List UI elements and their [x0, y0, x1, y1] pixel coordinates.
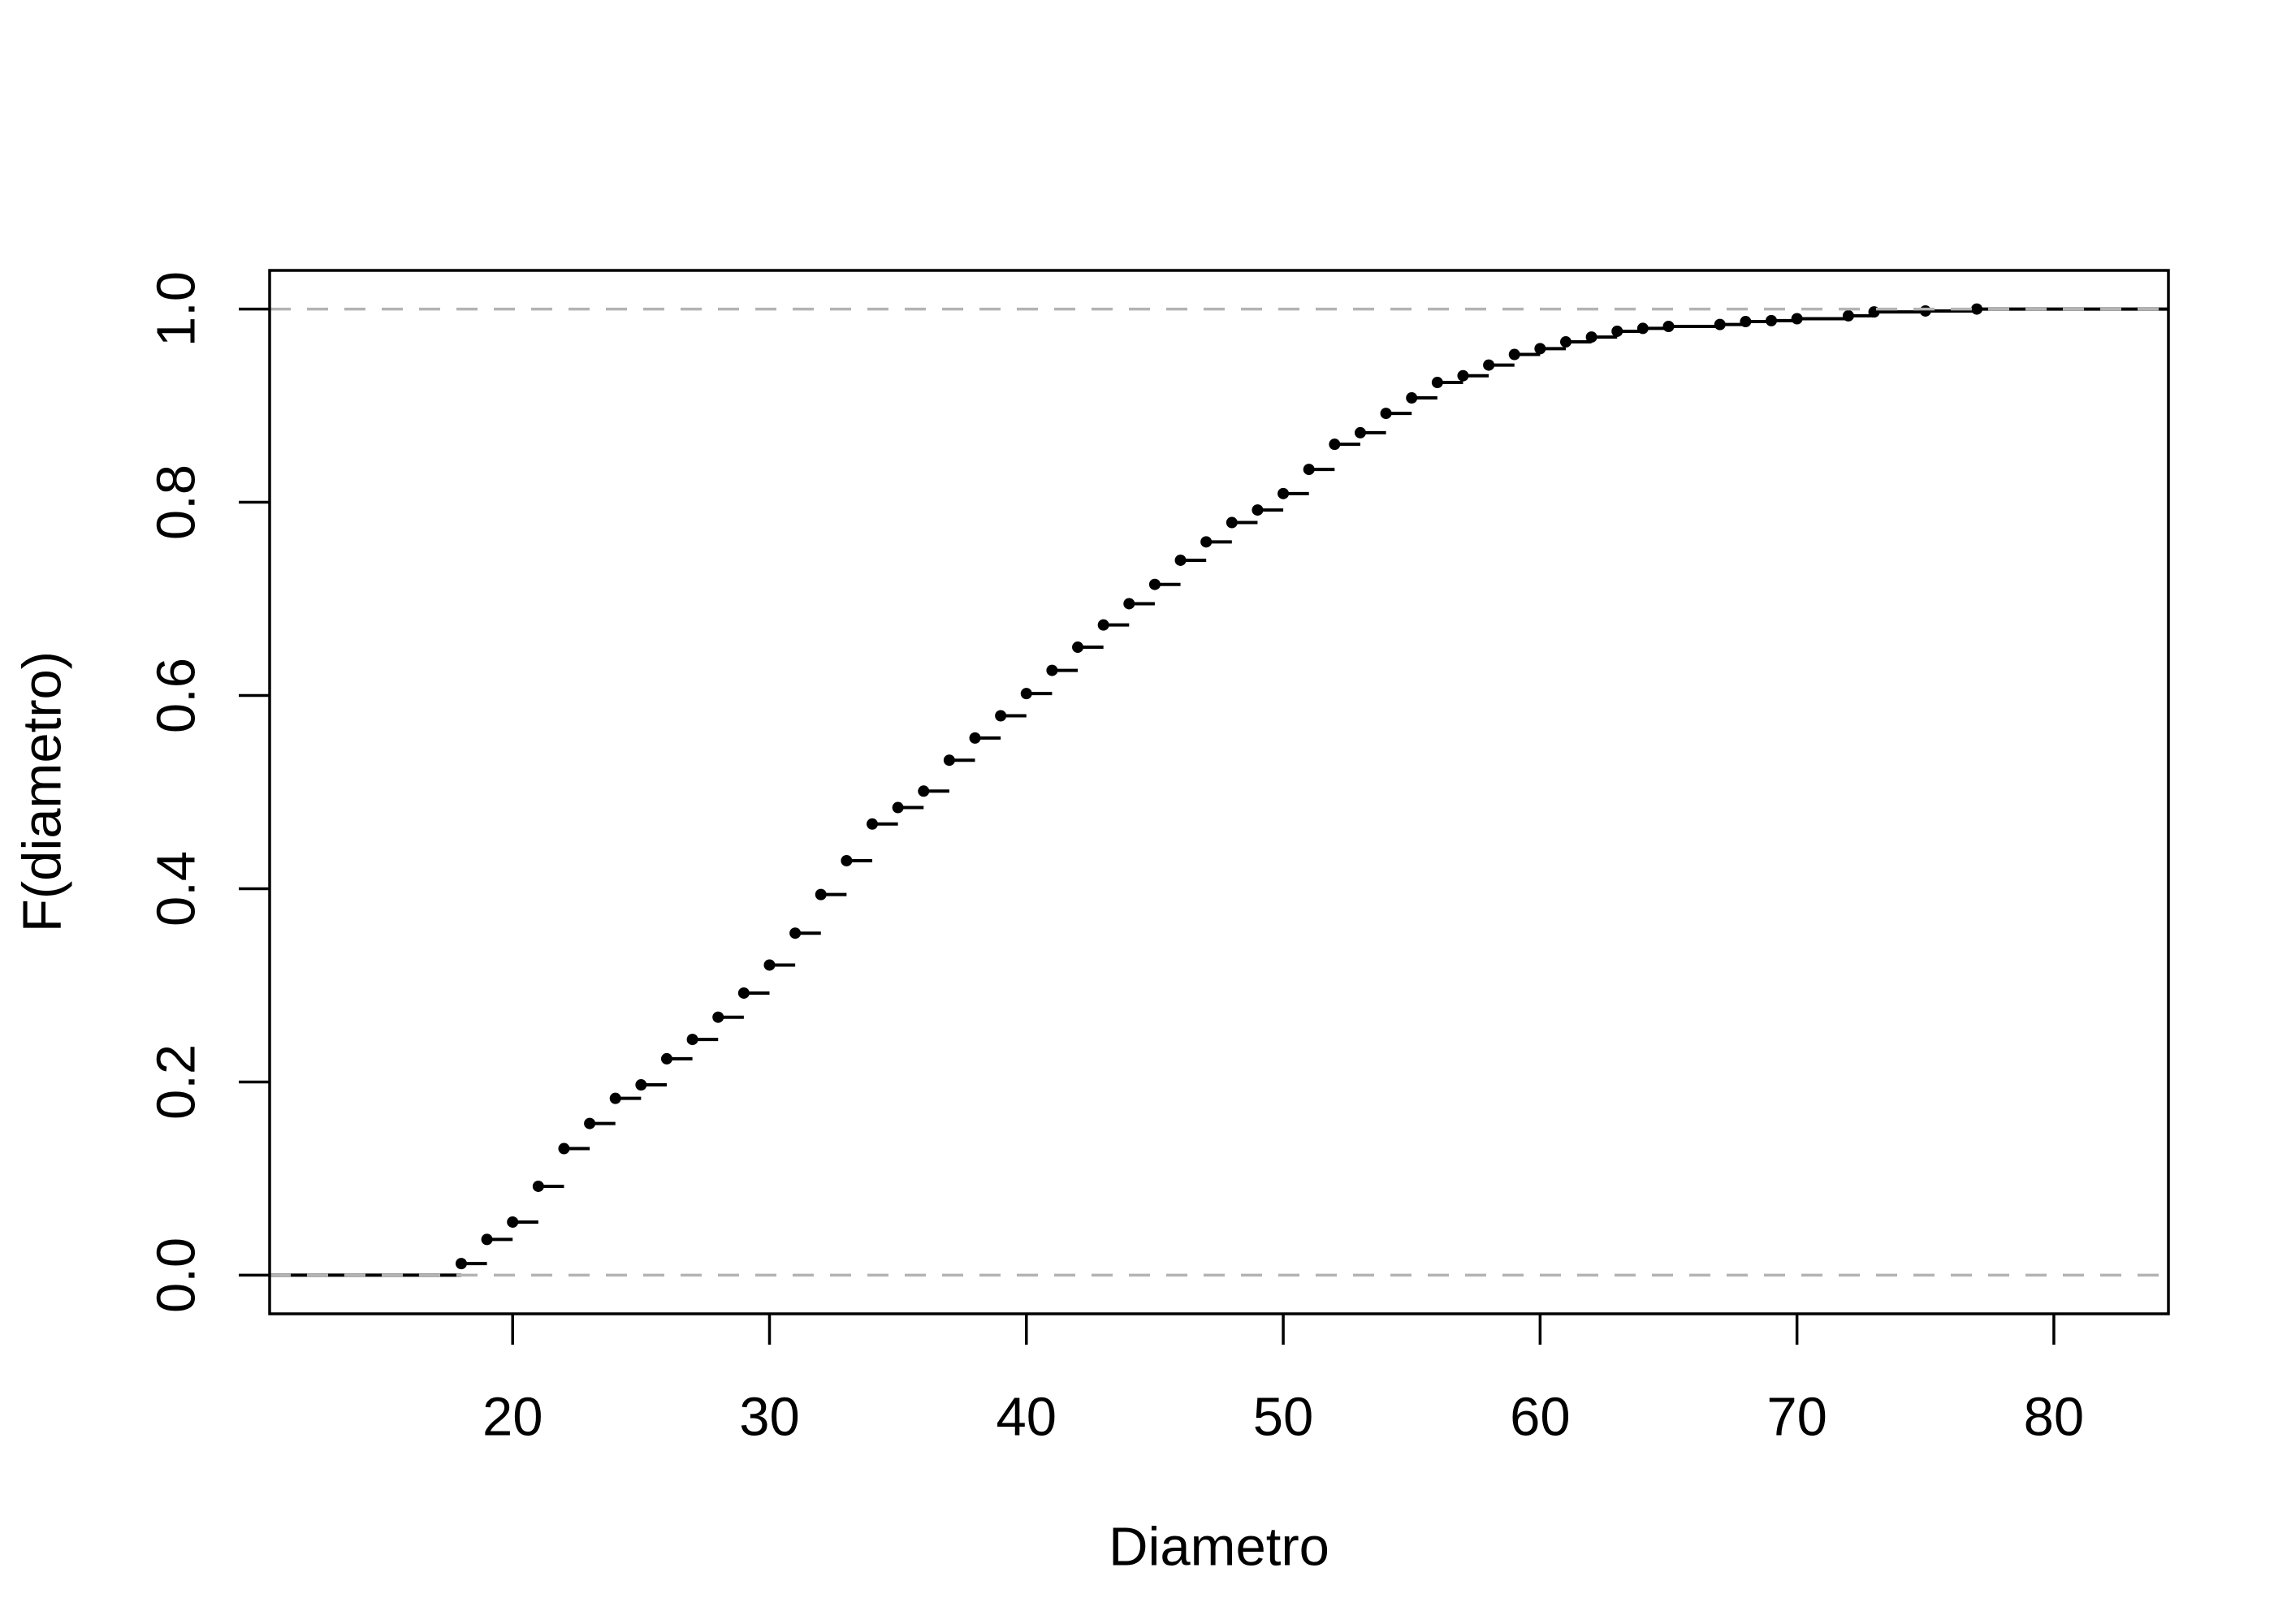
- ecdf-point: [1174, 554, 1187, 566]
- ecdf-point: [558, 1142, 570, 1155]
- plot-frame: [268, 269, 2170, 1315]
- ecdf-point: [1406, 392, 1418, 404]
- ecdf-point: [918, 785, 930, 797]
- x-tick-label: 30: [739, 1387, 800, 1448]
- ecdf-point: [737, 987, 750, 999]
- ecdf-point: [969, 732, 981, 744]
- ecdf-point: [660, 1052, 672, 1065]
- ecdf-point: [1508, 348, 1520, 361]
- ecdf-point: [1457, 369, 1469, 382]
- ecdf-point: [1200, 536, 1213, 548]
- ecdf-point: [1662, 321, 1675, 333]
- ecdf-point: [1559, 336, 1571, 348]
- ecdf-point: [943, 754, 955, 767]
- ecdf-point: [763, 959, 776, 971]
- ecdf-point: [1431, 377, 1443, 389]
- ecdf-point: [507, 1216, 519, 1228]
- x-axis-label: Diametro: [1109, 1517, 1329, 1578]
- ecdf-point: [686, 1034, 698, 1046]
- y-tick-label: 1.0: [146, 271, 207, 347]
- x-tick-label: 20: [482, 1387, 543, 1448]
- ecdf-point: [815, 888, 827, 901]
- ecdf-point: [455, 1258, 467, 1270]
- ecdf-point: [584, 1117, 596, 1129]
- ecdf-points: [455, 303, 1983, 1270]
- ecdf-point: [481, 1233, 493, 1246]
- ecdf-point: [789, 927, 802, 939]
- ecdf-point: [1740, 316, 1752, 328]
- x-axis: 20 30 40 50 60 70 80: [482, 1314, 2084, 1448]
- y-tick-label: 0.6: [146, 658, 207, 733]
- x-tick-label: 40: [996, 1387, 1057, 1448]
- ecdf-point: [1919, 304, 1931, 317]
- ecdf-point: [1636, 322, 1649, 335]
- ecdf-point: [995, 710, 1007, 722]
- ecdf-point: [1046, 664, 1058, 676]
- y-tick-label: 0.4: [146, 851, 207, 926]
- ecdf-point: [1766, 314, 1778, 326]
- ecdf-point: [1611, 325, 1623, 337]
- ecdf-point: [532, 1180, 544, 1192]
- y-tick-label: 0.2: [146, 1044, 207, 1120]
- ecdf-point: [635, 1079, 647, 1091]
- ecdf-point: [841, 854, 853, 866]
- ecdf-point: [1483, 359, 1495, 371]
- y-tick-label: 0.8: [146, 464, 207, 540]
- y-tick-label: 0.0: [146, 1237, 207, 1313]
- x-tick-label: 50: [1253, 1387, 1314, 1448]
- ecdf-point: [1278, 487, 1290, 499]
- ecdf-point: [1329, 438, 1341, 451]
- ecdf-point: [1714, 318, 1726, 330]
- plot-box: [268, 269, 2170, 1315]
- ecdf-point: [867, 818, 879, 830]
- y-axis-label: F(diametro): [12, 651, 73, 932]
- ecdf-point: [892, 801, 904, 814]
- ecdf-point: [1303, 464, 1315, 476]
- reference-lines: [270, 307, 2168, 1277]
- ecdf-point: [712, 1011, 724, 1023]
- y-axis: 0.0 0.2 0.4 0.6 0.8 1.0: [146, 271, 270, 1313]
- ecdf-point: [1971, 303, 1983, 315]
- ecdf-point: [1791, 313, 1803, 325]
- ecdf-point: [1226, 516, 1238, 529]
- x-tick-label: 80: [2024, 1387, 2085, 1448]
- ecdf-point: [1585, 331, 1597, 343]
- ecdf-point: [1380, 408, 1392, 420]
- ecdf-point: [1072, 641, 1084, 654]
- ecdf-point: [1123, 598, 1135, 610]
- ecdf-point: [1534, 343, 1546, 355]
- ecdf-point: [1097, 619, 1109, 631]
- ecdf-point: [609, 1092, 621, 1104]
- ecdf-point: [1148, 578, 1161, 590]
- x-tick-label: 70: [1766, 1387, 1827, 1448]
- ecdf-point: [1354, 426, 1366, 438]
- x-tick-label: 60: [1510, 1387, 1571, 1448]
- ecdf-point: [1020, 688, 1032, 700]
- ecdf-point: [1252, 504, 1264, 516]
- ecdf-point: [1842, 309, 1854, 322]
